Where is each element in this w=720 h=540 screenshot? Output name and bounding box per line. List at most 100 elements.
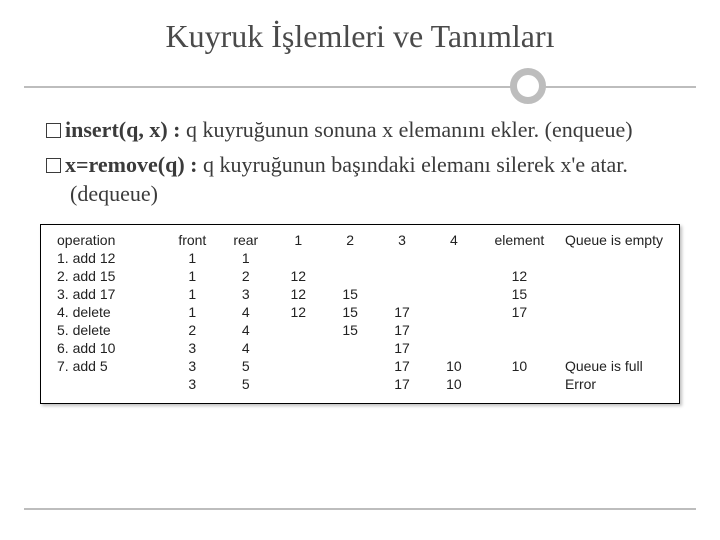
cell-4 (428, 339, 480, 357)
cell-1 (272, 249, 324, 267)
cell-op: 5. delete (51, 321, 165, 339)
cell-status (559, 303, 669, 321)
bullet-2-head: x=remove(q) : (65, 152, 197, 177)
table-row: 5. delete 2 4 15 17 (51, 321, 669, 339)
cell-status (559, 249, 669, 267)
table-body: 1. add 12 1 1 2. add 15 1 2 12 (51, 249, 669, 393)
cell-3 (376, 285, 428, 303)
bullet-1-head: insert(q, x) : (65, 117, 180, 142)
cell-front: 3 (165, 375, 219, 393)
cell-el (480, 375, 559, 393)
cell-front: 1 (165, 285, 219, 303)
cell-4 (428, 267, 480, 285)
th-front: front (165, 231, 219, 249)
cell-3 (376, 267, 428, 285)
cell-front: 1 (165, 249, 219, 267)
slide-title: Kuyruk İşlemleri ve Tanımları (0, 0, 720, 55)
cell-status (559, 267, 669, 285)
cell-op: 1. add 12 (51, 249, 165, 267)
cell-3: 17 (376, 321, 428, 339)
cell-el: 10 (480, 357, 559, 375)
cell-rear: 4 (219, 303, 272, 321)
body-text: insert(q, x) : q kuyruğunun sonuna x ele… (0, 107, 720, 208)
cell-4: 10 (428, 375, 480, 393)
cell-el: 17 (480, 303, 559, 321)
cell-el (480, 339, 559, 357)
cell-rear: 4 (219, 339, 272, 357)
table-header-row: operation front rear 1 2 3 4 element Que… (51, 231, 669, 249)
divider-line (24, 86, 696, 88)
cell-4 (428, 303, 480, 321)
cell-front: 3 (165, 339, 219, 357)
cell-front: 3 (165, 357, 219, 375)
title-rule (0, 67, 720, 107)
cell-3: 17 (376, 303, 428, 321)
cell-4 (428, 321, 480, 339)
cell-rear: 5 (219, 357, 272, 375)
th-2: 2 (324, 231, 376, 249)
cell-2 (324, 375, 376, 393)
th-rear: rear (219, 231, 272, 249)
bullet-1-tail: q kuyruğunun sonuna x elemanını ekler. (… (180, 117, 632, 142)
cell-2 (324, 357, 376, 375)
cell-rear: 3 (219, 285, 272, 303)
cell-4 (428, 285, 480, 303)
cell-el: 12 (480, 267, 559, 285)
bullet-2: x=remove(q) : q kuyruğunun başındaki ele… (46, 150, 674, 208)
th-4: 4 (428, 231, 480, 249)
table-row: 1. add 12 1 1 (51, 249, 669, 267)
cell-status: Queue is full (559, 357, 669, 375)
cell-4 (428, 249, 480, 267)
th-element: element (480, 231, 559, 249)
cell-status (559, 285, 669, 303)
cell-1 (272, 357, 324, 375)
footer-divider (24, 508, 696, 510)
cell-1: 12 (272, 285, 324, 303)
cell-op: 2. add 15 (51, 267, 165, 285)
cell-3: 17 (376, 357, 428, 375)
cell-2: 15 (324, 303, 376, 321)
cell-1: 12 (272, 267, 324, 285)
table-row: 2. add 15 1 2 12 12 (51, 267, 669, 285)
cell-rear: 1 (219, 249, 272, 267)
bullet-1: insert(q, x) : q kuyruğunun sonuna x ele… (46, 115, 674, 144)
cell-2 (324, 249, 376, 267)
cell-3: 17 (376, 339, 428, 357)
cell-op: 6. add 10 (51, 339, 165, 357)
cell-3: 17 (376, 375, 428, 393)
cell-status: Error (559, 375, 669, 393)
cell-rear: 5 (219, 375, 272, 393)
cell-2 (324, 339, 376, 357)
cell-op: 3. add 17 (51, 285, 165, 303)
bullet-box-icon (46, 158, 61, 173)
slide: Kuyruk İşlemleri ve Tanımları insert(q, … (0, 0, 720, 540)
cell-rear: 4 (219, 321, 272, 339)
cell-2: 15 (324, 321, 376, 339)
cell-op: 4. delete (51, 303, 165, 321)
table-row: 7. add 5 3 5 17 10 10 Queue is full (51, 357, 669, 375)
table-row: 4. delete 1 4 12 15 17 17 (51, 303, 669, 321)
th-3: 3 (376, 231, 428, 249)
cell-2 (324, 267, 376, 285)
cell-3 (376, 249, 428, 267)
cell-el: 15 (480, 285, 559, 303)
queue-table: operation front rear 1 2 3 4 element Que… (51, 231, 669, 393)
cell-2: 15 (324, 285, 376, 303)
cell-el (480, 321, 559, 339)
cell-op: 7. add 5 (51, 357, 165, 375)
cell-op (51, 375, 165, 393)
table-row: 3 5 17 10 Error (51, 375, 669, 393)
th-operation: operation (51, 231, 165, 249)
cell-status (559, 339, 669, 357)
cell-1 (272, 321, 324, 339)
cell-1 (272, 375, 324, 393)
cell-front: 1 (165, 303, 219, 321)
cell-el (480, 249, 559, 267)
cell-front: 1 (165, 267, 219, 285)
cell-1: 12 (272, 303, 324, 321)
divider-circle-icon (510, 68, 546, 104)
cell-rear: 2 (219, 267, 272, 285)
table-row: 3. add 17 1 3 12 15 15 (51, 285, 669, 303)
cell-status (559, 321, 669, 339)
th-status: Queue is empty (559, 231, 669, 249)
